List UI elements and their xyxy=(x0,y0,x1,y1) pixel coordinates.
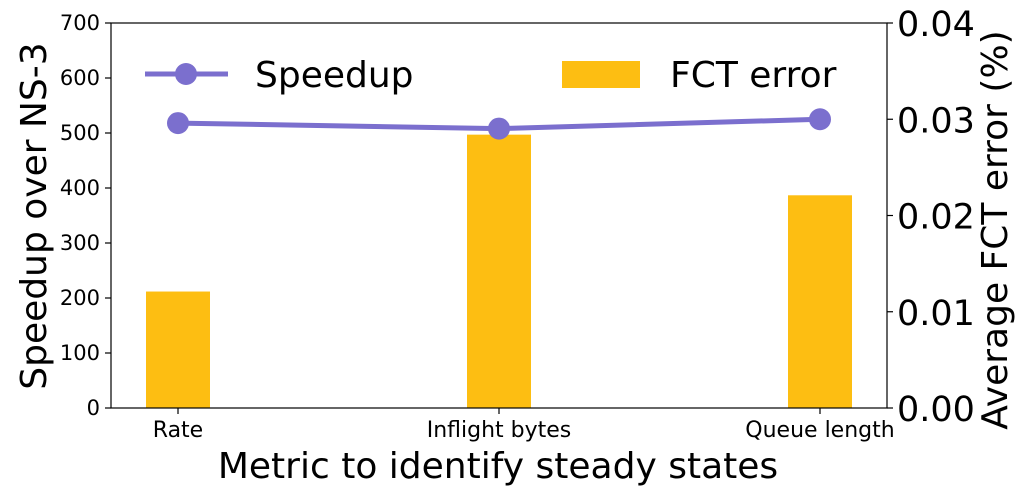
fct-error-bar-1 xyxy=(467,134,531,408)
right-tick-label-4: 0.04 xyxy=(897,5,975,45)
legend-speedup-label: Speedup xyxy=(255,55,414,96)
left-tick-label-4: 400 xyxy=(60,176,100,200)
right-tick-label-0: 0.00 xyxy=(897,390,975,430)
speedup-point-2 xyxy=(809,108,831,131)
x-axis-label: Metric to identify steady states xyxy=(218,446,778,487)
left-tick-label-0: 0 xyxy=(87,396,100,420)
right-tick-label-1: 0.01 xyxy=(897,294,975,334)
speedup-line-series xyxy=(167,108,831,140)
right-tick-label-2: 0.02 xyxy=(897,198,975,238)
left-tick-label-1: 100 xyxy=(60,341,100,365)
fct-error-bar-2 xyxy=(788,195,852,408)
legend-fct-error-label: FCT error xyxy=(670,55,837,96)
left-y-axis-label: Speedup over NS-3 xyxy=(14,42,55,389)
right-axis-ticks: 0.00 0.01 0.02 0.03 0.04 xyxy=(887,5,975,430)
left-tick-label-6: 600 xyxy=(60,66,100,90)
legend: Speedup FCT error xyxy=(145,55,837,96)
left-tick-label-2: 200 xyxy=(60,286,100,310)
x-tick-label-2: Queue length xyxy=(745,418,894,443)
left-axis-ticks: 0 100 200 300 400 500 600 700 xyxy=(60,11,111,420)
legend-speedup-marker xyxy=(175,63,197,85)
x-axis-ticks: Rate Inflight bytes Queue length xyxy=(153,408,895,443)
speedup-point-1 xyxy=(488,117,510,140)
fct-error-bars xyxy=(146,134,852,408)
left-tick-label-5: 500 xyxy=(60,121,100,145)
left-tick-label-7: 700 xyxy=(60,11,100,35)
legend-fct-error-swatch xyxy=(562,61,640,88)
left-tick-label-3: 300 xyxy=(60,231,100,255)
fct-error-bar-0 xyxy=(146,291,210,408)
right-y-axis-label: Average FCT error (%) xyxy=(975,30,1016,429)
speedup-point-0 xyxy=(167,112,189,135)
x-tick-label-0: Rate xyxy=(153,418,203,443)
x-tick-label-1: Inflight bytes xyxy=(427,418,572,443)
right-tick-label-3: 0.03 xyxy=(897,101,975,141)
